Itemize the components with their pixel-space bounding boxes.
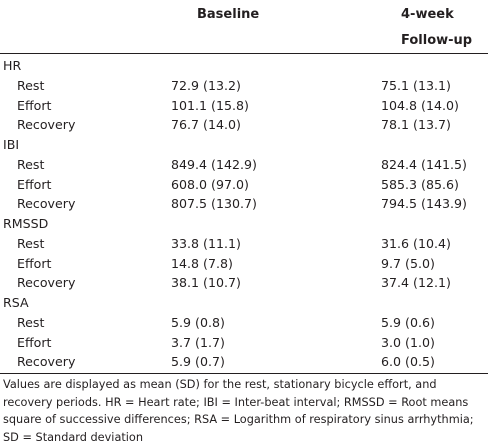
baseline-value: 3.7 (1.7) (171, 334, 225, 350)
row-label: Rest (17, 235, 45, 251)
group-row: HR (0, 56, 488, 75)
followup-value: 31.6 (10.4) (381, 235, 451, 251)
row-label: Rest (17, 156, 45, 172)
followup-value: 9.7 (5.0) (381, 255, 435, 271)
followup-value: 6.0 (0.5) (381, 354, 435, 370)
table-row: Recovery 5.9 (0.7) 6.0 (0.5) (0, 352, 488, 371)
row-label: Recovery (17, 196, 76, 212)
table-row: Rest 849.4 (142.9) 824.4 (141.5) (0, 155, 488, 174)
followup-value: 104.8 (14.0) (381, 97, 459, 113)
table-row: Recovery 76.7 (14.0) 78.1 (13.7) (0, 115, 488, 134)
table-row: Rest 5.9 (0.8) 5.9 (0.6) (0, 313, 488, 332)
group-row: IBI (0, 135, 488, 154)
row-label: Effort (17, 176, 52, 192)
table-row: Effort 101.1 (15.8) 104.8 (14.0) (0, 96, 488, 115)
footer-rule (0, 373, 488, 374)
row-label: Effort (17, 255, 52, 271)
table-row: Effort 14.8 (7.8) 9.7 (5.0) (0, 254, 488, 273)
row-label: Rest (17, 77, 45, 93)
followup-value: 3.0 (1.0) (381, 334, 435, 350)
row-label: Effort (17, 334, 52, 350)
group-row: RMSSD (0, 214, 488, 233)
baseline-value: 5.9 (0.7) (171, 354, 225, 370)
baseline-value: 849.4 (142.9) (171, 156, 257, 172)
row-label: Rest (17, 314, 45, 330)
table-footnote: Values are displayed as mean (SD) for th… (3, 378, 474, 444)
header-rule (0, 53, 488, 54)
row-label: Recovery (17, 354, 76, 370)
table-row: Effort 3.7 (1.7) 3.0 (1.0) (0, 333, 488, 352)
group-label: RSA (3, 295, 29, 310)
baseline-value: 72.9 (13.2) (171, 77, 241, 93)
baseline-value: 101.1 (15.8) (171, 97, 249, 113)
baseline-value: 38.1 (10.7) (171, 275, 241, 291)
row-label: Recovery (17, 117, 76, 133)
followup-value: 75.1 (13.1) (381, 77, 451, 93)
row-label: Recovery (17, 275, 76, 291)
followup-value: 824.4 (141.5) (381, 156, 467, 172)
followup-value: 794.5 (143.9) (381, 196, 467, 212)
group-label: HR (3, 58, 22, 73)
table-row: Effort 608.0 (97.0) 585.3 (85.6) (0, 175, 488, 194)
column-header-followup-line2: Follow-up (401, 33, 473, 48)
column-header-baseline: Baseline (197, 7, 260, 22)
group-row: RSA (0, 293, 488, 312)
table-row: Recovery 807.5 (130.7) 794.5 (143.9) (0, 194, 488, 213)
table-row: Rest 33.8 (11.1) 31.6 (10.4) (0, 234, 488, 253)
baseline-value: 807.5 (130.7) (171, 196, 257, 212)
baseline-value: 33.8 (11.1) (171, 235, 241, 251)
baseline-value: 5.9 (0.8) (171, 314, 225, 330)
table-row: Recovery 38.1 (10.7) 37.4 (12.1) (0, 273, 488, 292)
baseline-value: 76.7 (14.0) (171, 117, 241, 133)
row-label: Effort (17, 97, 52, 113)
group-label: IBI (3, 137, 20, 152)
baseline-value: 14.8 (7.8) (171, 255, 233, 271)
baseline-value: 608.0 (97.0) (171, 176, 249, 192)
followup-value: 37.4 (12.1) (381, 275, 451, 291)
table-row: Rest 72.9 (13.2) 75.1 (13.1) (0, 76, 488, 95)
column-header-followup-line1: 4-week (401, 7, 454, 22)
followup-value: 78.1 (13.7) (381, 117, 451, 133)
followup-value: 5.9 (0.6) (381, 314, 435, 330)
followup-value: 585.3 (85.6) (381, 176, 459, 192)
group-label: RMSSD (3, 216, 49, 231)
